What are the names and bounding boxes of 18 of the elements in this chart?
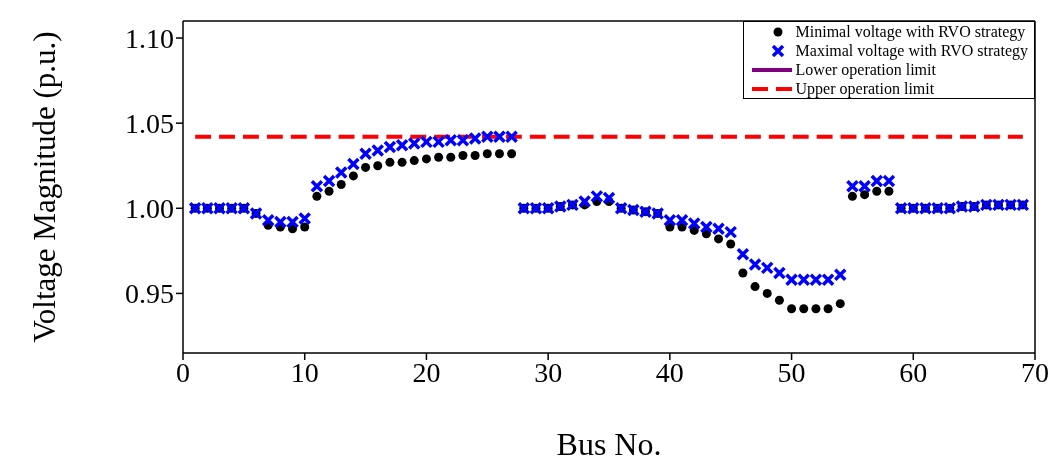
x-tick-label: 10 [290, 356, 319, 388]
y-axis-title: Voltage Magnitude (p.u.) [26, 31, 62, 343]
y-tick-label: 0.95 [125, 278, 174, 310]
y-tick-label: 1.10 [125, 22, 174, 54]
legend-label: Lower operation limit [795, 60, 936, 79]
x-tick-label: 0 [176, 356, 190, 388]
x-tick-label: 30 [534, 356, 563, 388]
x-tick-label: 50 [777, 356, 806, 388]
x-tick-label: 60 [899, 356, 928, 388]
legend-label: Upper operation limit [795, 79, 935, 98]
x-tick-label: 70 [1021, 356, 1049, 388]
x-tick-label: 20 [412, 356, 441, 388]
legend-label: Maximal voltage with RVO strategy [795, 41, 1028, 60]
x-axis-title: Bus No. [556, 426, 662, 462]
legend-label: Minimal voltage with RVO strategy [795, 22, 1026, 41]
y-tick-label: 1.05 [125, 108, 174, 140]
x-tick-label: 40 [655, 356, 684, 388]
y-tick-label: 1.00 [125, 193, 174, 225]
